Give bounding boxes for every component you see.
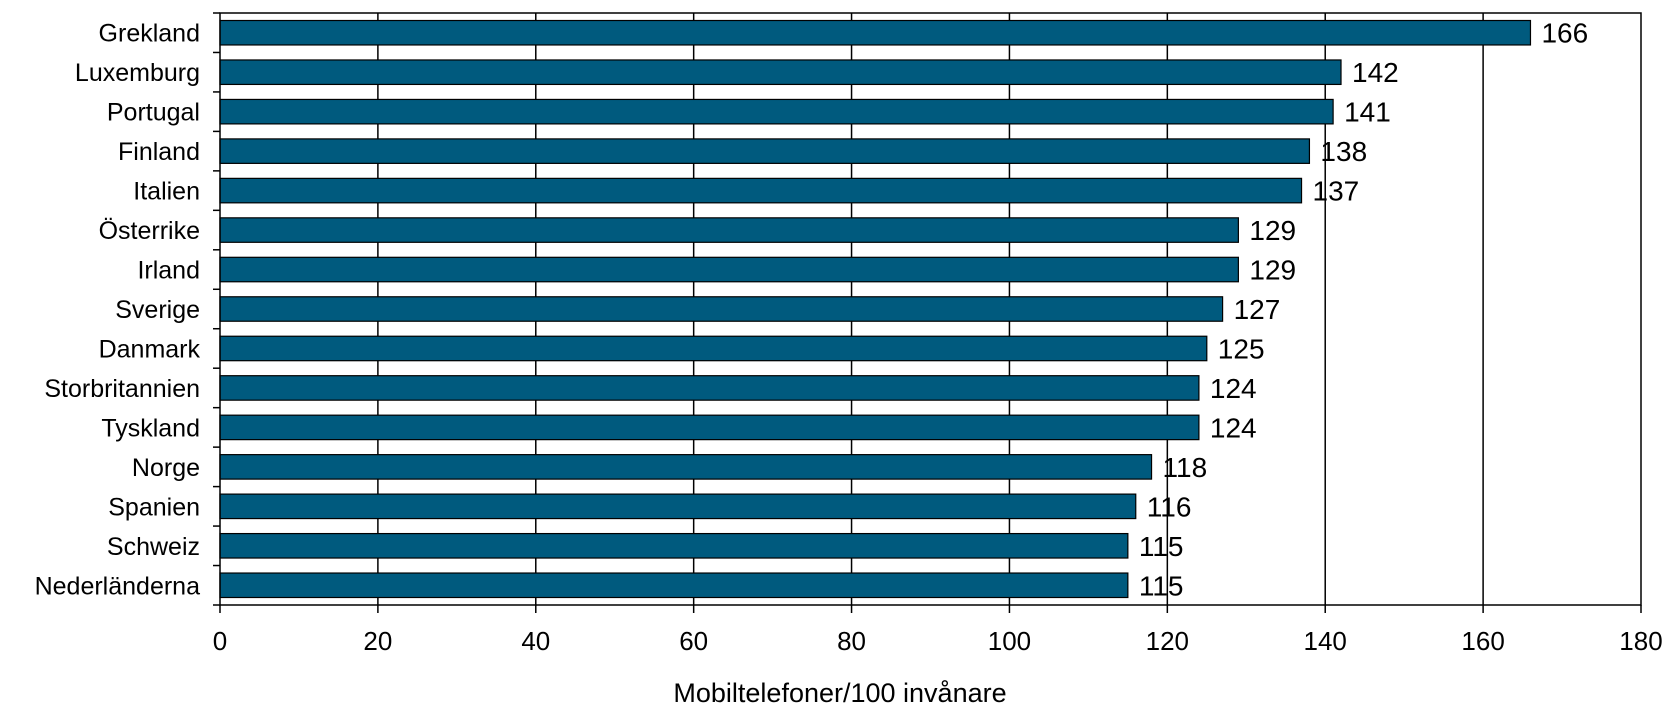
x-tick-label: 140 xyxy=(1304,626,1347,656)
category-label: Luxemburg xyxy=(75,59,200,87)
axes xyxy=(213,12,1642,613)
category-label: Spanien xyxy=(108,493,200,521)
bars xyxy=(219,19,1532,599)
bar xyxy=(219,414,1200,441)
data-label: 116 xyxy=(1147,491,1192,522)
data-label: 115 xyxy=(1139,570,1184,601)
data-label: 141 xyxy=(1344,97,1391,128)
bar xyxy=(219,375,1200,401)
x-tick-label: 80 xyxy=(837,626,866,656)
category-label: Nederländerna xyxy=(35,572,200,600)
category-label: Italien xyxy=(133,178,200,206)
data-label: 115 xyxy=(1139,531,1184,562)
data-label: 138 xyxy=(1320,136,1367,167)
bar xyxy=(219,335,1208,362)
data-label: 129 xyxy=(1249,215,1296,246)
bar xyxy=(219,532,1129,559)
data-label: 166 xyxy=(1541,18,1588,49)
category-label: Storbritannien xyxy=(44,375,200,403)
bar xyxy=(219,59,1342,86)
labels: Grekland 166 Luxemburg 142 Portugal 141 Finlan… xyxy=(35,18,1663,656)
category-label: Norge xyxy=(132,454,200,482)
category-label: Portugal xyxy=(107,99,200,127)
category-label: Tyskland xyxy=(101,414,200,442)
category-label: Irland xyxy=(137,257,200,285)
bar xyxy=(219,296,1224,322)
category-label: Schweiz xyxy=(107,533,200,561)
data-label: 124 xyxy=(1210,373,1257,404)
x-tick-label: 180 xyxy=(1619,626,1662,656)
x-tick-label: 40 xyxy=(521,626,550,656)
bar xyxy=(219,493,1137,520)
bar xyxy=(219,572,1129,599)
x-tick-label: 0 xyxy=(213,626,227,656)
x-tick-label: 60 xyxy=(679,626,708,656)
bar xyxy=(219,217,1239,243)
x-tick-label: 160 xyxy=(1461,626,1504,656)
data-label: 124 xyxy=(1210,412,1257,443)
category-label: Sverige xyxy=(115,296,200,324)
bar xyxy=(219,256,1239,283)
x-tick-label: 100 xyxy=(988,626,1031,656)
x-tick-label: 120 xyxy=(1146,626,1189,656)
plot-frame xyxy=(219,12,1642,606)
category-label: Österrike xyxy=(99,217,200,245)
data-label: 127 xyxy=(1234,294,1281,325)
data-label: 118 xyxy=(1163,452,1208,483)
data-label: 137 xyxy=(1313,176,1360,207)
category-label: Danmark xyxy=(99,335,201,363)
bar xyxy=(219,19,1532,46)
data-label: 125 xyxy=(1218,333,1265,364)
category-label: Finland xyxy=(118,138,200,166)
bar xyxy=(219,454,1153,480)
x-tick-label: 20 xyxy=(363,626,392,656)
bar xyxy=(219,177,1303,204)
data-label: 142 xyxy=(1352,57,1399,88)
x-axis-title: Mobiltelefoner/100 invånare xyxy=(673,678,1006,708)
bar xyxy=(219,98,1334,125)
data-label: 129 xyxy=(1249,255,1296,286)
bar xyxy=(219,138,1311,164)
category-label: Grekland xyxy=(99,20,200,48)
